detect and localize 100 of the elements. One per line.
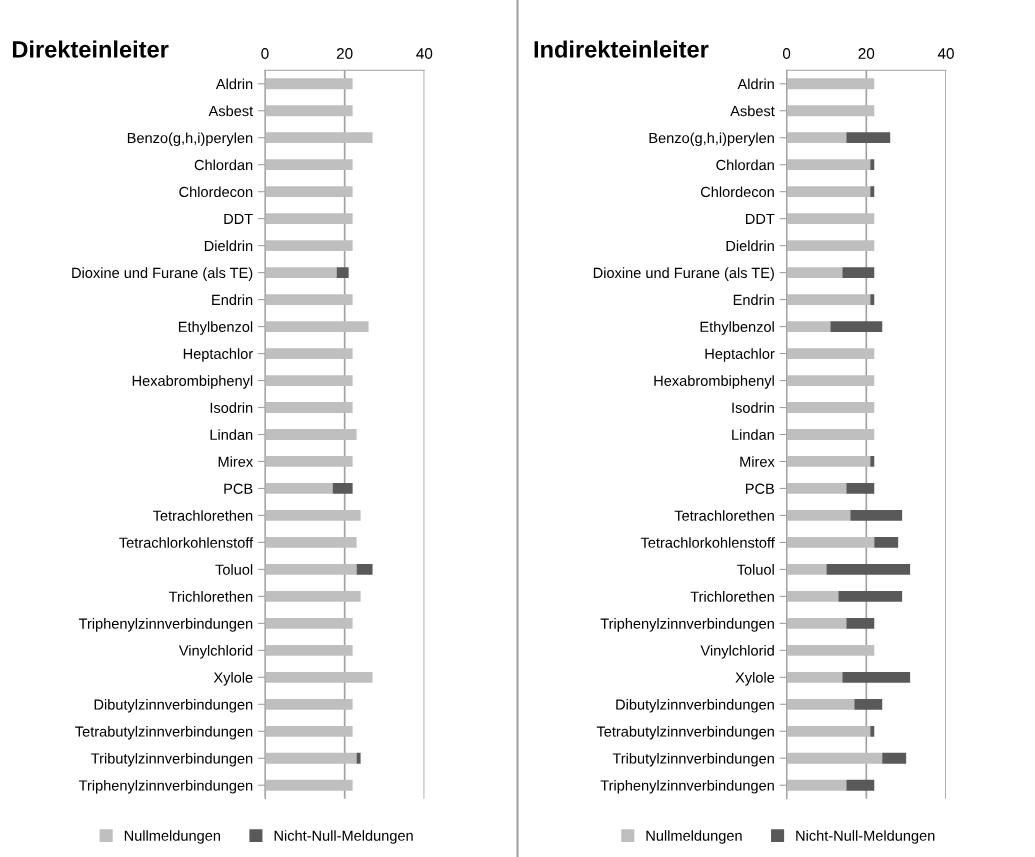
bar (786, 590, 839, 602)
bar (332, 483, 353, 494)
y-tick-label: Dioxine und Furane (als TE) (72, 267, 253, 281)
bar (264, 267, 337, 279)
bar (870, 186, 875, 198)
bar (870, 294, 875, 305)
bar (786, 510, 851, 521)
bar (264, 213, 353, 225)
y-tick-label: Dieldrin (726, 240, 774, 252)
bar (838, 590, 903, 602)
bar (874, 537, 899, 548)
y-tick-label: Toluol (215, 564, 253, 575)
y-tick-label: Hexabrombiphenyl (654, 375, 774, 389)
y-tick-label: Tetrachlorethen (152, 510, 253, 521)
y-tick-label: Asbest (730, 105, 775, 117)
y-tick-label: Heptachlor (183, 348, 253, 362)
y-tick-label: Xylole (213, 672, 253, 686)
bar (264, 725, 353, 737)
y-tick-label: Tetrachlorethen (674, 510, 774, 521)
bar (786, 752, 883, 764)
legend-label: Nullmeldungen (124, 830, 220, 844)
y-tick-label: Endrin (212, 294, 253, 306)
bar (854, 698, 883, 710)
bar (870, 725, 875, 737)
y-tick-label: Tributylzinnverbindungen (91, 752, 253, 767)
legend-label: Nicht-Null-Meldungen (274, 830, 413, 844)
y-tick-label: Ethylbenzol (178, 321, 253, 335)
y-tick-label: Tetrabutylzinnverbindungen (75, 725, 253, 740)
x-tick-label: 0 (261, 48, 269, 59)
bar (264, 698, 353, 710)
bar (356, 564, 373, 575)
legend-label: Nicht-Null-Meldungen (796, 830, 935, 844)
y-tick-label: Triphenylzinnverbindungen (78, 779, 253, 794)
y-tick-label: Lindan (732, 429, 774, 440)
y-tick-label: Triphenylzinnverbindungen (600, 618, 774, 632)
y-tick-label: Tetrachlorkohlenstoff (640, 537, 775, 548)
bar (786, 213, 875, 225)
y-tick-label: Triphenylzinnverbindungen (600, 779, 774, 794)
y-tick-label: Benzo(g,h,i)perylen (649, 132, 774, 147)
chart-title: Indirekteinleiter (534, 40, 709, 58)
bar (786, 240, 875, 252)
y-tick-label: Chlordan (194, 159, 253, 171)
bar (786, 375, 875, 386)
legend-label: Nullmeldungen (646, 830, 742, 844)
bar (846, 779, 875, 791)
y-tick-label: PCB (224, 483, 253, 494)
bar (826, 564, 911, 575)
y-tick-label: Heptachlor (705, 348, 775, 362)
bar (870, 159, 875, 171)
y-tick-label: DDT (746, 213, 775, 224)
x-tick-label: 20 (336, 48, 353, 59)
bar (264, 644, 353, 656)
bar (264, 348, 353, 359)
bar (786, 348, 875, 359)
bar (786, 321, 831, 332)
bar (264, 159, 353, 171)
y-tick-label: DDT (224, 213, 253, 224)
x-tick-label: 0 (782, 48, 791, 59)
bar (786, 617, 847, 629)
bar (786, 456, 871, 467)
y-tick-label: Tetrachlorkohlenstoff (119, 537, 254, 548)
bar (356, 752, 361, 764)
y-tick-label: Benzo(g,h,i)perylen (127, 132, 253, 147)
y-tick-label: Aldrin (215, 78, 253, 90)
bar (336, 267, 349, 279)
y-tick-label: Isodrin (210, 402, 253, 413)
bar (264, 105, 353, 117)
y-tick-label: Vinylchlorid (178, 645, 253, 659)
x-tick-label: 40 (416, 48, 433, 59)
y-tick-label: Hexabrombiphenyl (132, 375, 253, 389)
y-tick-label: Trichlorethen (690, 591, 774, 602)
y-tick-label: Tributylzinnverbindungen (612, 752, 774, 767)
bar (846, 483, 875, 494)
y-tick-label: Ethylbenzol (700, 321, 774, 335)
y-tick-label: Dibutylzinnverbindungen (94, 699, 253, 713)
bar (786, 132, 847, 144)
y-tick-label: Lindan (210, 429, 253, 440)
bar (882, 752, 907, 764)
bar (264, 321, 369, 332)
y-tick-label: Xylole (735, 672, 775, 686)
bar (264, 132, 373, 144)
bar (264, 240, 353, 252)
bar (786, 483, 847, 494)
y-tick-label: Chlordan (716, 159, 774, 171)
bar (786, 429, 875, 440)
y-tick-label: Toluol (737, 564, 774, 575)
bar (870, 456, 875, 467)
bar (264, 186, 353, 198)
y-tick-label: Tetrabutylzinnverbindungen (596, 725, 774, 740)
bar (842, 267, 875, 279)
x-tick-label: 40 (937, 48, 954, 59)
bar (264, 429, 357, 440)
bar (846, 617, 875, 629)
bar (264, 564, 357, 575)
y-tick-label: Asbest (208, 105, 254, 117)
bar (786, 159, 871, 171)
bar (786, 78, 875, 90)
y-tick-label: Endrin (733, 294, 774, 306)
bar (264, 617, 353, 629)
y-tick-label: Triphenylzinnverbindungen (78, 618, 253, 632)
